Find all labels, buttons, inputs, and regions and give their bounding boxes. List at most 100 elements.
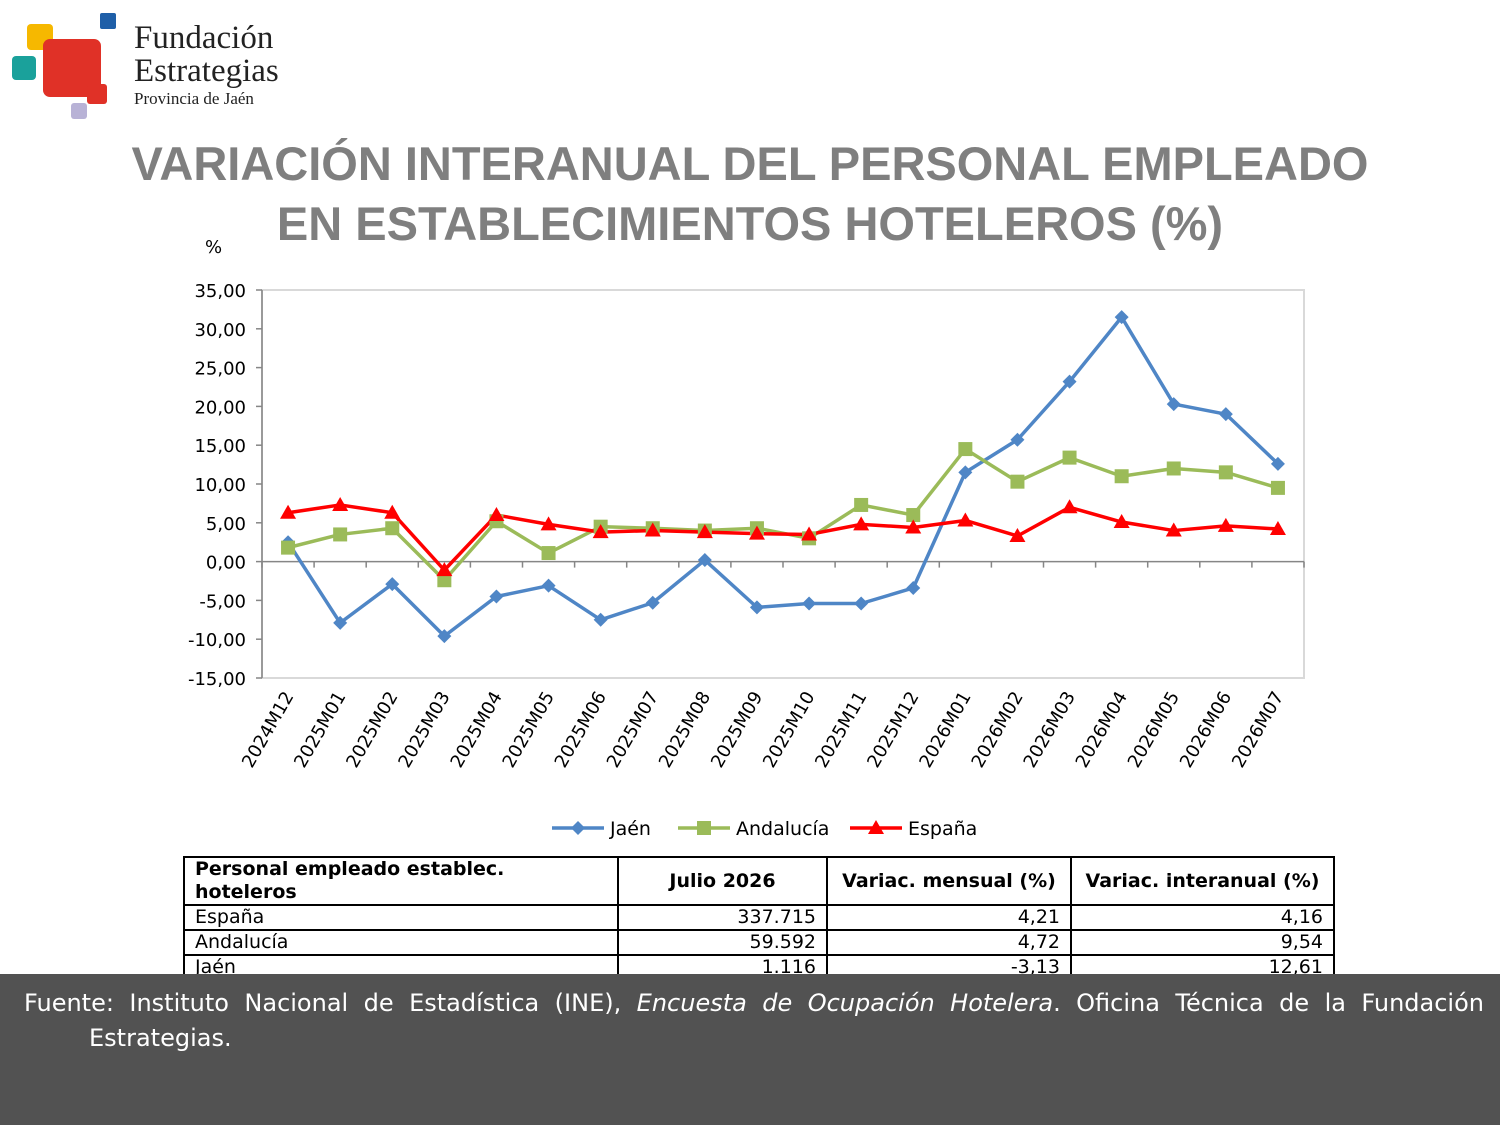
y-tick-label: 30,00	[194, 320, 246, 341]
x-tick-label: 2026M07	[1228, 688, 1288, 771]
data-point	[1010, 474, 1025, 489]
data-point	[906, 508, 921, 523]
data-point	[281, 540, 296, 555]
title-line-1: VARIACIÓN INTERANUAL DEL PERSONAL EMPLEA…	[131, 137, 1369, 190]
line-chart: 35,00 30,00 25,00 20,00 15,00 10,00 5,00 0,00 -5…	[188, 237, 1305, 840]
data-point	[697, 553, 712, 568]
data-point	[854, 596, 869, 611]
column-header: Variac. mensual (%)	[826, 856, 1072, 906]
data-point	[958, 465, 973, 480]
data-point	[280, 504, 297, 519]
x-tick-label: 2026M05	[1124, 688, 1184, 771]
data-point	[1218, 407, 1233, 422]
y-tick-label: 35,00	[194, 281, 246, 302]
data-point	[1165, 522, 1182, 537]
data-point	[541, 578, 556, 593]
y-tick-label: 0,00	[206, 553, 246, 574]
data-point	[1217, 517, 1234, 532]
logo-square-red-small	[87, 84, 107, 104]
value-cell: 59.592	[617, 929, 828, 956]
x-tick-label: 2026M06	[1176, 688, 1236, 771]
data-point	[1113, 514, 1130, 529]
legend-marker	[571, 821, 585, 835]
data-point	[1009, 527, 1026, 542]
data-point	[906, 580, 921, 595]
table-header-row: Personal empleado establec. hoteleros Ju…	[183, 856, 1335, 906]
data-point	[1114, 310, 1129, 325]
x-tick-label: 2024M12	[238, 688, 298, 771]
source-prefix: Fuente: Instituto Nacional de Estadístic…	[24, 989, 637, 1017]
legend-marker	[697, 821, 711, 835]
legend-label: Andalucía	[736, 818, 829, 840]
x-tick-label: 2026M03	[1020, 688, 1080, 771]
logo-square-red	[43, 39, 101, 97]
region-cell: Andalucía	[183, 929, 619, 956]
x-tick-label: 2025M07	[603, 688, 663, 771]
x-tick-label: 2025M02	[342, 688, 402, 771]
employment-table: Personal empleado establec. hoteleros Ju…	[183, 856, 1335, 981]
data-point	[437, 573, 452, 588]
x-tick-label: 2025M06	[551, 688, 611, 771]
table-row: Andalucía 59.592 4,72 9,54	[183, 929, 1335, 956]
y-tick-label: 15,00	[194, 436, 246, 457]
data-point	[957, 512, 974, 527]
y-tick-label: 10,00	[194, 475, 246, 496]
data-point	[540, 516, 557, 531]
source-survey-name: Encuesta de Ocupación Hotelera	[636, 989, 1054, 1017]
y-tick-label: 25,00	[194, 359, 246, 380]
x-tick-label: 2025M12	[863, 688, 923, 771]
data-point	[853, 516, 870, 531]
source-footer: Fuente: Instituto Nacional de Estadístic…	[0, 974, 1500, 1125]
data-point	[1166, 461, 1181, 476]
data-point	[1166, 397, 1181, 412]
y-tick-label: 5,00	[206, 514, 246, 535]
data-point	[958, 442, 973, 457]
data-point	[854, 497, 869, 512]
legend-label: Jaén	[609, 818, 651, 840]
data-point	[1062, 374, 1077, 389]
series-line	[286, 315, 1280, 638]
y-tick-label: -15,00	[188, 669, 246, 690]
data-point	[332, 496, 349, 511]
x-tick-label: 2026M01	[915, 688, 975, 771]
value-cell: 4,21	[826, 904, 1072, 931]
data-point	[802, 596, 817, 611]
data-point	[1270, 480, 1285, 495]
column-header: Variac. interanual (%)	[1070, 856, 1335, 906]
source-suffix: . Oficina Técnica de la Fundación Estrat…	[89, 989, 1484, 1052]
data-point	[593, 612, 608, 627]
data-point	[488, 507, 505, 522]
x-tick-label: 2026M02	[967, 688, 1027, 771]
region-cell: España	[183, 904, 619, 931]
value-cell: 4,16	[1070, 904, 1335, 931]
logo-square-teal	[12, 56, 36, 80]
logo-mark: Fundación Estrategias Provincia de Jaén	[12, 13, 279, 119]
x-tick-label: 2025M09	[707, 688, 767, 771]
value-cell: 4,72	[826, 929, 1072, 956]
x-tick-label: 2025M10	[759, 688, 819, 771]
value-cell: 9,54	[1070, 929, 1335, 956]
title-line-2: EN ESTABLECIMIENTOS HOTELEROS (%)	[276, 197, 1224, 250]
data-point	[1269, 521, 1286, 536]
data-point	[437, 629, 452, 644]
data-point	[644, 522, 661, 537]
data-point	[541, 546, 556, 561]
data-point	[1270, 456, 1285, 471]
logo-square-blue	[100, 13, 116, 29]
y-tick-label: -10,00	[188, 630, 246, 651]
data-point	[1010, 432, 1025, 447]
data-point	[1218, 465, 1233, 480]
y-axis-label: %	[205, 237, 222, 258]
x-tick-label: 2025M05	[499, 688, 559, 771]
column-header: Julio 2026	[617, 856, 828, 906]
data-point	[696, 524, 713, 539]
y-tick-label: -5,00	[199, 591, 246, 612]
data-point	[645, 595, 660, 610]
x-tick-label: 2026M04	[1072, 688, 1132, 771]
x-tick-label: 2025M11	[811, 688, 871, 771]
logo-subtitle: Provincia de Jaén	[134, 89, 254, 108]
x-tick-label: 2025M01	[290, 688, 350, 771]
plot-area	[261, 289, 1305, 679]
data-point	[1061, 499, 1078, 514]
x-tick-label: 2025M04	[446, 688, 506, 771]
